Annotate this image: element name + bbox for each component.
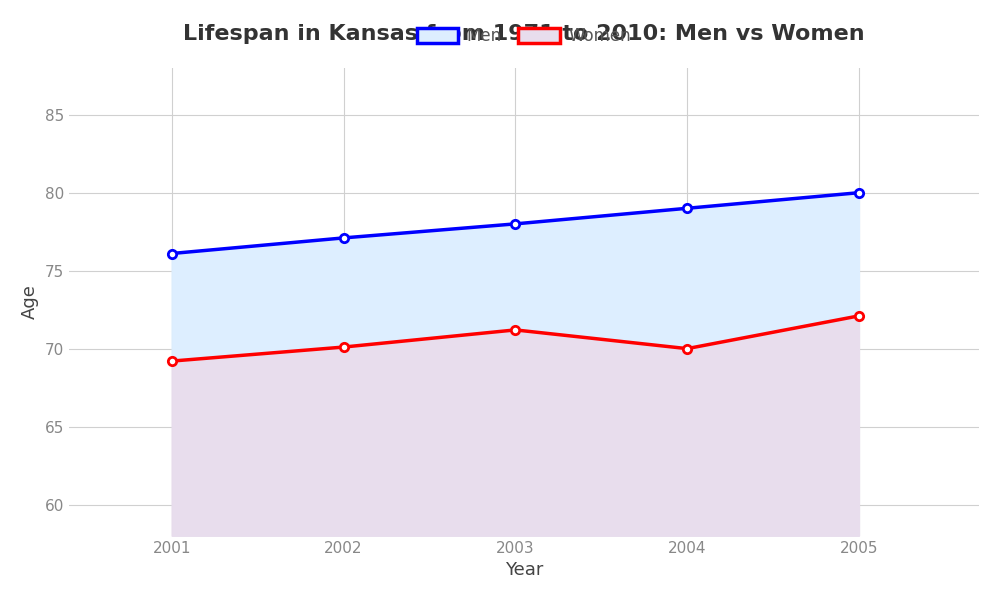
X-axis label: Year: Year — [505, 561, 543, 579]
Legend: Men, Women: Men, Women — [410, 20, 638, 52]
Y-axis label: Age: Age — [21, 284, 39, 319]
Title: Lifespan in Kansas from 1971 to 2010: Men vs Women: Lifespan in Kansas from 1971 to 2010: Me… — [183, 24, 865, 44]
